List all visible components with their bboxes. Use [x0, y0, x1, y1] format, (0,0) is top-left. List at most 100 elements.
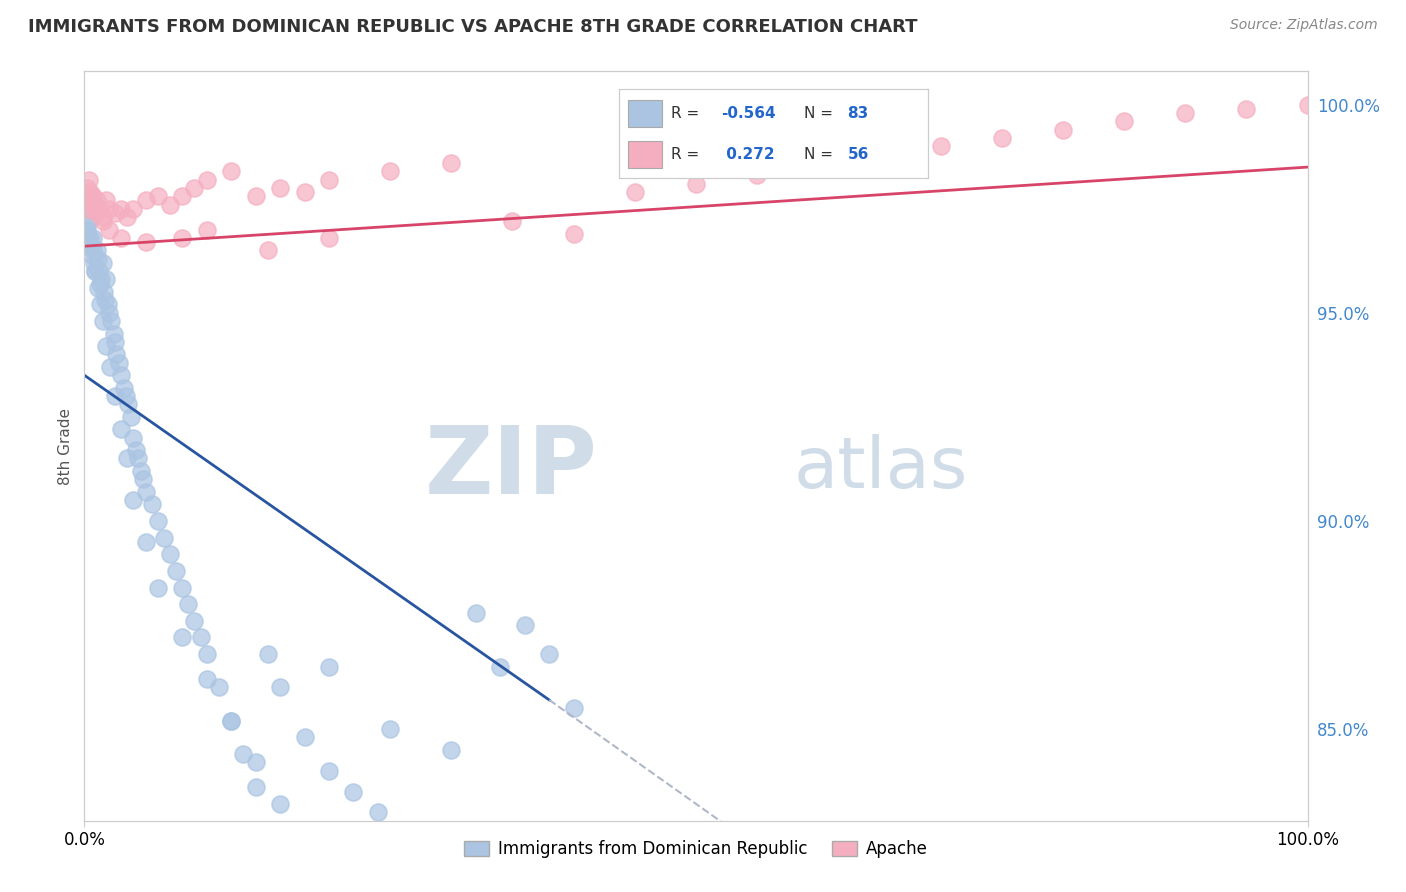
- Point: [98, 359, 121, 374]
- Point: [91, 256, 114, 270]
- Point: [82, 189, 104, 203]
- Point: [929, 139, 952, 153]
- Point: [685, 177, 707, 191]
- Point: [122, 493, 145, 508]
- Point: [294, 185, 316, 199]
- Point: [440, 156, 463, 170]
- Point: [538, 647, 561, 661]
- Point: [112, 381, 135, 395]
- Point: [141, 497, 163, 511]
- Point: [97, 306, 120, 320]
- Point: [77, 189, 100, 203]
- Point: [76, 181, 98, 195]
- Point: [153, 531, 176, 545]
- Point: [77, 202, 100, 216]
- Point: [80, 197, 103, 211]
- Point: [110, 231, 132, 245]
- Point: [869, 147, 891, 161]
- Point: [1296, 97, 1319, 112]
- Point: [104, 334, 127, 349]
- Point: [380, 164, 402, 178]
- Point: [1114, 114, 1136, 128]
- Point: [208, 681, 231, 695]
- Point: [110, 368, 132, 383]
- Point: [79, 239, 101, 253]
- Point: [79, 189, 101, 203]
- Point: [269, 181, 291, 195]
- Text: 56: 56: [848, 147, 869, 161]
- Point: [318, 659, 340, 673]
- Point: [195, 647, 218, 661]
- Point: [318, 231, 340, 245]
- Point: [110, 422, 132, 436]
- Point: [219, 714, 242, 728]
- Point: [110, 202, 132, 216]
- Point: [367, 805, 389, 820]
- Text: 0.272: 0.272: [721, 147, 775, 161]
- Point: [97, 222, 120, 236]
- Point: [83, 256, 105, 270]
- Point: [77, 202, 100, 216]
- Point: [79, 185, 101, 199]
- Point: [96, 339, 118, 353]
- Point: [257, 244, 280, 258]
- Point: [105, 347, 128, 361]
- Point: [135, 534, 157, 549]
- Text: IMMIGRANTS FROM DOMINICAN REPUBLIC VS APACHE 8TH GRADE CORRELATION CHART: IMMIGRANTS FROM DOMINICAN REPUBLIC VS AP…: [28, 18, 918, 36]
- Legend: Immigrants from Dominican Republic, Apache: Immigrants from Dominican Republic, Apac…: [458, 833, 934, 864]
- Point: [89, 277, 111, 291]
- Y-axis label: 8th Grade: 8th Grade: [58, 408, 73, 484]
- Point: [115, 210, 138, 224]
- Point: [1174, 106, 1197, 120]
- Point: [84, 264, 107, 278]
- Point: [129, 464, 152, 478]
- Point: [82, 197, 104, 211]
- Point: [104, 206, 127, 220]
- Point: [83, 202, 105, 216]
- Point: [165, 564, 187, 578]
- Point: [89, 297, 111, 311]
- Point: [195, 172, 218, 186]
- Point: [125, 443, 148, 458]
- Point: [183, 181, 205, 195]
- Point: [318, 764, 340, 778]
- Point: [219, 164, 242, 178]
- Text: ZIP: ZIP: [425, 423, 598, 515]
- Point: [177, 597, 200, 611]
- FancyBboxPatch shape: [628, 100, 662, 127]
- Point: [269, 797, 291, 811]
- Point: [87, 202, 110, 216]
- Point: [502, 214, 524, 228]
- Point: [86, 206, 108, 220]
- Point: [91, 314, 114, 328]
- Point: [232, 747, 254, 761]
- Point: [807, 156, 830, 170]
- Point: [80, 247, 103, 261]
- Point: [76, 222, 98, 236]
- Point: [115, 451, 138, 466]
- Point: [195, 672, 218, 686]
- Point: [91, 210, 114, 224]
- Point: [245, 756, 267, 770]
- Point: [513, 618, 536, 632]
- Point: [104, 389, 127, 403]
- Point: [79, 231, 101, 245]
- Point: [87, 264, 110, 278]
- Point: [1236, 102, 1258, 116]
- Point: [342, 784, 364, 798]
- Point: [245, 189, 267, 203]
- Point: [77, 214, 100, 228]
- Point: [146, 514, 169, 528]
- Point: [86, 244, 108, 258]
- Point: [127, 451, 149, 466]
- Point: [135, 484, 157, 499]
- Point: [76, 194, 98, 208]
- Point: [77, 231, 100, 245]
- Point: [91, 214, 114, 228]
- Point: [195, 222, 218, 236]
- Point: [146, 189, 169, 203]
- Point: [1052, 122, 1074, 136]
- Point: [103, 326, 125, 341]
- Point: [94, 293, 117, 308]
- FancyBboxPatch shape: [628, 141, 662, 168]
